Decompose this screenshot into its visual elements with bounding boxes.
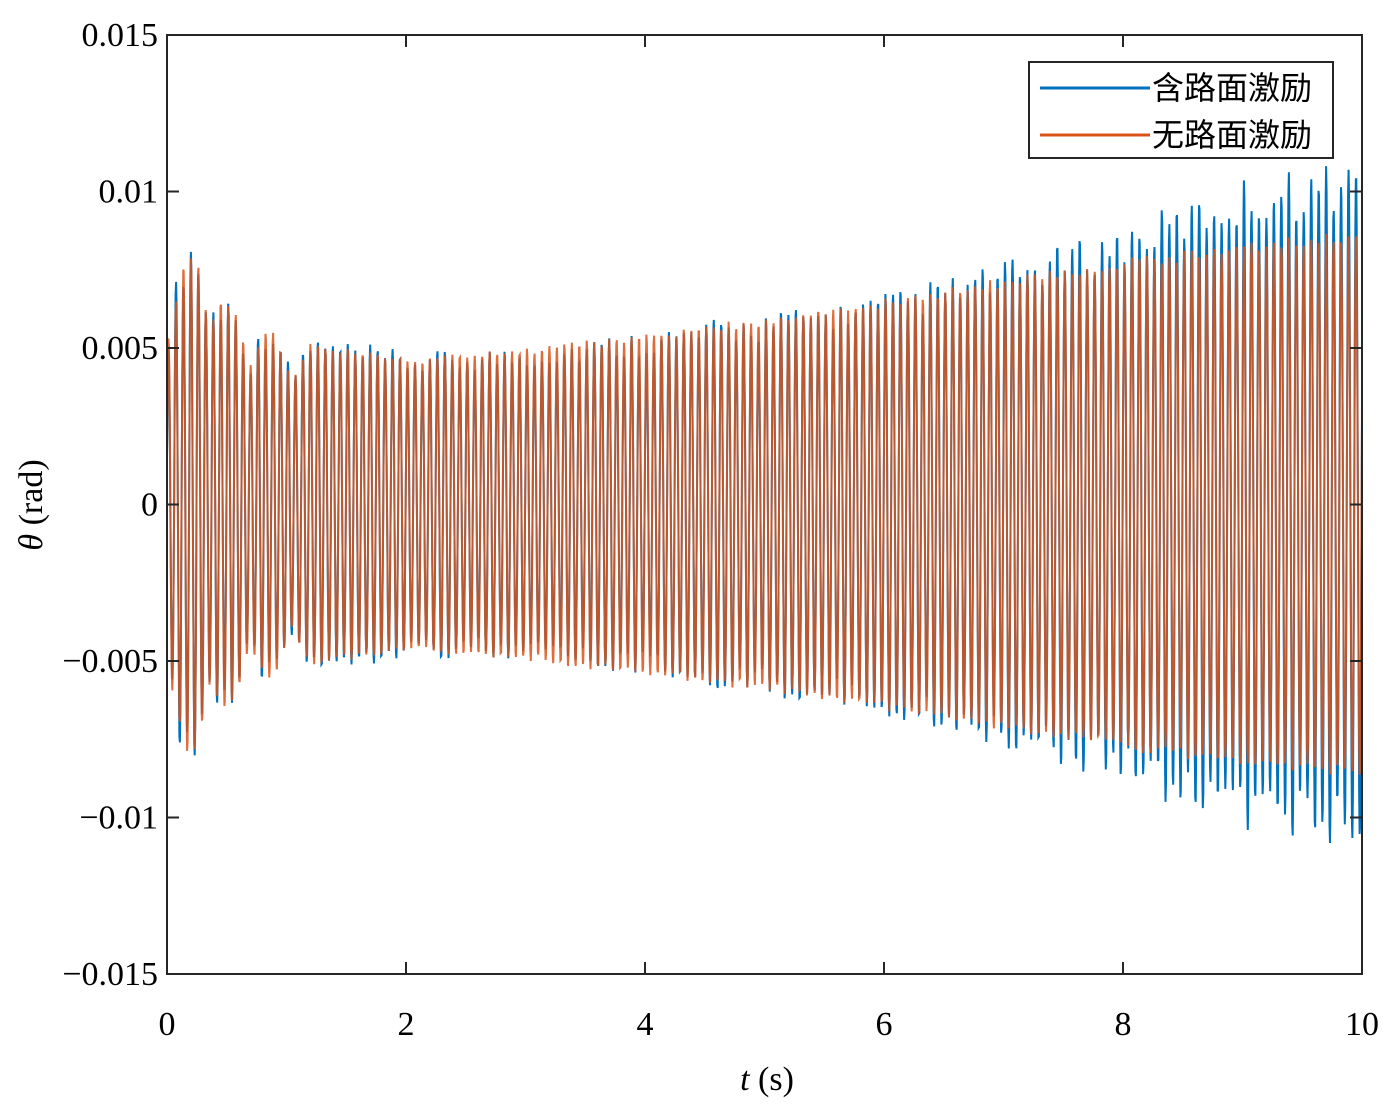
y-axis-label: θ (rad) xyxy=(13,459,50,550)
legend: 含路面激励 无路面激励 xyxy=(1028,61,1334,159)
legend-box xyxy=(1028,61,1334,159)
y-tick-label: 0 xyxy=(141,487,158,524)
x-axis-label: t (s) xyxy=(740,1061,794,1098)
axis-ticks: 0 2 4 6 8 10 0.015 0.01 0.005 0 −0.005 −0.01 −0.015 xyxy=(62,17,1379,1043)
legend-label-with-road: 含路面激励 xyxy=(1152,70,1312,106)
x-tick-label: 4 xyxy=(637,1006,654,1043)
y-tick-label: −0.01 xyxy=(79,800,158,837)
y-tick-label: −0.015 xyxy=(62,956,158,993)
y-tick-label: 0.01 xyxy=(99,174,159,211)
x-tick-label: 2 xyxy=(398,1006,415,1043)
y-tick-label: −0.005 xyxy=(62,643,158,680)
plot-lines xyxy=(166,166,1363,844)
x-tick-label: 0 xyxy=(159,1006,176,1043)
legend-label-without-road: 无路面激励 xyxy=(1152,117,1312,153)
y-tick-label: 0.015 xyxy=(82,17,159,54)
y-tick-label: 0.005 xyxy=(82,330,159,367)
series-line-without-road-excitation xyxy=(166,234,1363,775)
x-tick-label: 6 xyxy=(876,1006,893,1043)
x-tick-label: 10 xyxy=(1345,1006,1379,1043)
x-tick-label: 8 xyxy=(1115,1006,1132,1043)
